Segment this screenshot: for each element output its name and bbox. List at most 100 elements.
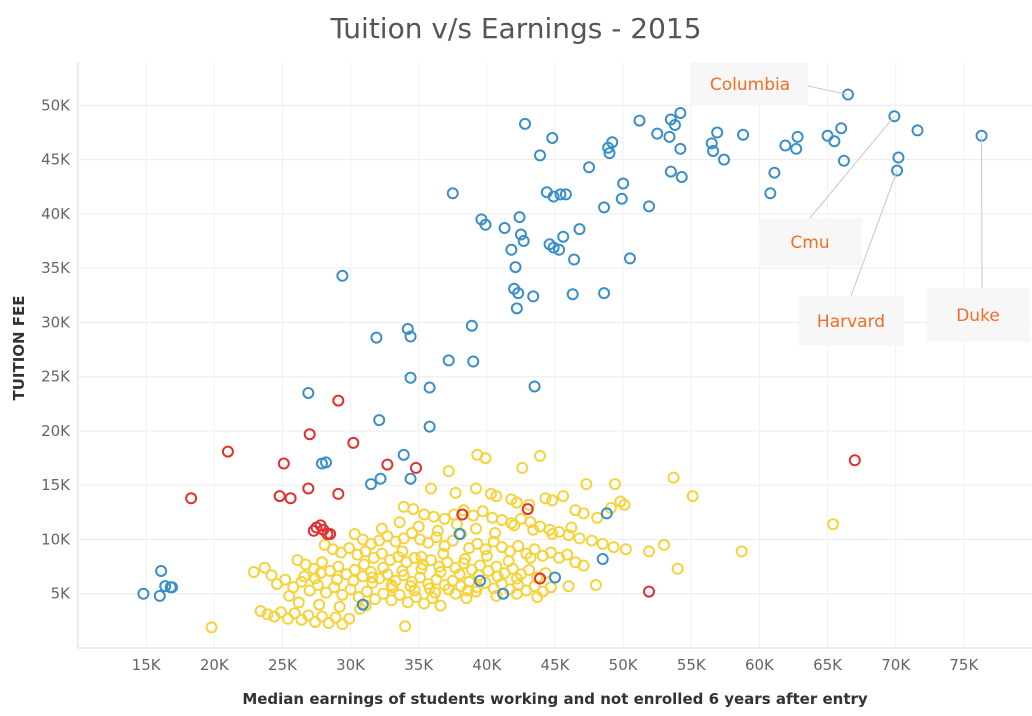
x-axis-ticks: 15K 20K 25K 30K 35K 40K 45K 50K 55K 60K 65K 70K 75K	[132, 656, 980, 674]
data-point	[453, 568, 466, 581]
data-point	[502, 555, 515, 568]
data-point	[557, 230, 570, 243]
data-point	[618, 498, 631, 511]
data-point	[409, 461, 422, 474]
annotation-label: Duke	[956, 306, 1000, 326]
data-point	[412, 520, 425, 533]
annotation-leader-line	[807, 85, 849, 96]
data-point	[332, 394, 345, 407]
data-point	[373, 414, 386, 427]
data-point	[369, 593, 382, 606]
data-point	[474, 574, 487, 587]
data-point	[314, 567, 327, 580]
data-point	[247, 566, 260, 579]
data-point	[510, 587, 523, 600]
y-axis-label: TUITION FEE	[10, 295, 28, 400]
annotation-box	[758, 218, 862, 266]
data-point	[764, 187, 777, 200]
data-point	[375, 522, 388, 535]
data-point	[891, 164, 904, 177]
data-point	[450, 518, 463, 531]
data-point	[359, 545, 372, 558]
y-tick-label: 30K	[41, 313, 71, 331]
data-point	[667, 471, 680, 484]
y-tick-label: 40K	[41, 205, 71, 223]
data-point	[328, 581, 341, 594]
data-point	[424, 482, 437, 495]
data-point	[401, 596, 414, 609]
data-point	[566, 288, 579, 301]
data-point	[480, 549, 493, 562]
chart-title: Tuition v/s Earnings - 2015	[329, 12, 701, 45]
data-point	[467, 355, 480, 368]
data-point	[467, 509, 480, 522]
data-point	[365, 478, 378, 491]
data-point	[277, 457, 290, 470]
data-point	[510, 572, 523, 585]
x-tick-label: 50K	[609, 656, 639, 674]
data-point	[329, 611, 342, 624]
data-point	[336, 588, 349, 601]
data-point	[273, 490, 286, 503]
data-point	[892, 151, 905, 164]
data-point	[585, 534, 598, 547]
data-point	[577, 507, 590, 520]
data-point	[573, 532, 586, 545]
data-point	[279, 573, 292, 586]
data-point	[505, 517, 518, 530]
data-point	[438, 539, 451, 552]
data-point	[396, 564, 409, 577]
data-point	[534, 149, 547, 162]
data-point	[261, 608, 274, 621]
annotation-duke: Duke	[926, 135, 1030, 342]
data-point	[508, 519, 521, 532]
data-point	[409, 590, 422, 603]
data-point	[565, 521, 578, 534]
data-point	[547, 241, 560, 254]
data-point	[185, 492, 198, 505]
data-point	[528, 580, 541, 593]
x-tick-label: 75K	[949, 656, 979, 674]
data-point	[347, 574, 360, 587]
data-point	[510, 302, 523, 315]
data-point	[393, 516, 406, 529]
data-point	[377, 561, 390, 574]
data-point	[366, 576, 379, 589]
x-axis-label: Median earnings of students working and …	[242, 690, 868, 708]
data-point	[385, 579, 398, 592]
data-point	[284, 492, 297, 505]
data-point	[414, 571, 427, 584]
data-point	[591, 511, 604, 524]
data-point	[674, 107, 687, 120]
y-tick-label: 10K	[41, 530, 71, 548]
data-point	[360, 585, 373, 598]
data-point	[408, 551, 421, 564]
data-point	[619, 543, 632, 556]
data-point	[375, 547, 388, 560]
x-tick-label: 60K	[745, 656, 775, 674]
data-point	[561, 548, 574, 561]
data-point	[453, 528, 466, 541]
data-point	[258, 561, 271, 574]
data-point	[479, 452, 492, 465]
data-point	[827, 518, 840, 531]
data-point	[711, 126, 724, 139]
data-point	[615, 192, 628, 205]
data-point	[608, 478, 621, 491]
data-point	[166, 581, 179, 594]
data-point	[505, 243, 518, 256]
data-point	[281, 612, 294, 625]
data-point	[524, 516, 537, 529]
data-point	[600, 507, 613, 520]
data-point	[418, 508, 431, 521]
data-point	[589, 579, 602, 592]
axes	[77, 62, 1032, 649]
data-point	[463, 575, 476, 588]
data-point	[519, 117, 532, 130]
data-point	[348, 528, 361, 541]
data-point	[381, 458, 394, 471]
data-point	[603, 147, 616, 160]
data-point	[686, 490, 699, 503]
data-point	[524, 551, 537, 564]
